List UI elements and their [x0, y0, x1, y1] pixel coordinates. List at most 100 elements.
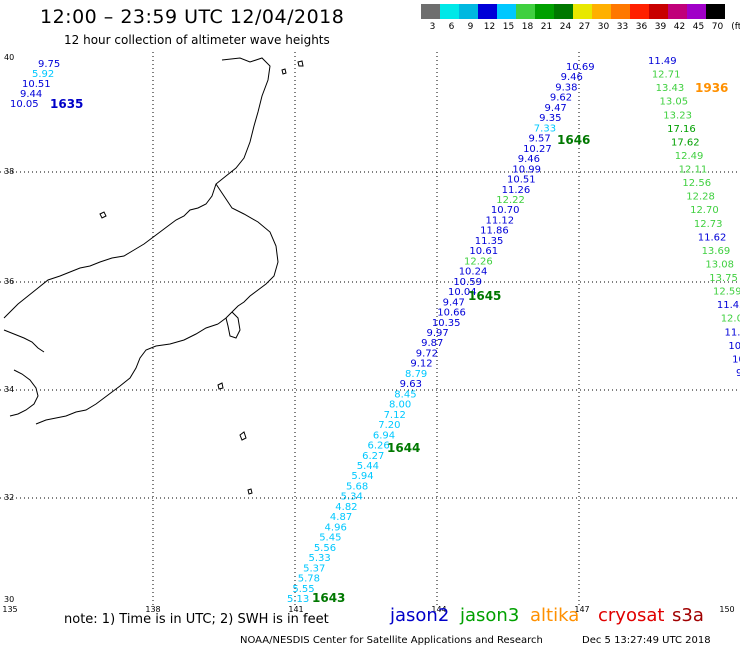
scale-label: 45	[692, 22, 705, 32]
latitude-label: 32	[4, 493, 14, 502]
credit-line: NOAA/NESDIS Center for Satellite Applica…	[240, 635, 543, 646]
shikoku-coast	[9, 369, 39, 417]
wave-height-value: 7.20	[378, 420, 400, 431]
wave-height-value: 9.97	[427, 328, 449, 339]
wave-height-value: 11.86	[480, 226, 509, 237]
latitude-label: 30	[4, 595, 14, 604]
wave-height-value: 11.35	[475, 236, 504, 247]
kii-coast	[35, 323, 219, 425]
scale-unit: (ft)	[731, 22, 740, 32]
longitude-label: 150	[719, 605, 734, 614]
wave-height-value: 11.26	[502, 185, 531, 196]
wave-height-value: 5.34	[341, 492, 363, 503]
wave-height-value: 12.28	[686, 192, 715, 203]
wave-height-value: 13.23	[663, 110, 692, 121]
scale-label: 30	[597, 22, 610, 32]
wave-height-value: 12.70	[690, 205, 719, 216]
legend-item-jason3: jason3	[460, 605, 520, 626]
wave-height-value: 11.62	[698, 232, 727, 243]
latitude-label: 40	[4, 53, 14, 62]
latitude-label: 38	[4, 167, 14, 176]
wave-height-value: 10.70	[491, 205, 520, 216]
wave-height-value: 9.47	[443, 297, 465, 308]
wave-height-value: 9.38	[555, 82, 577, 93]
scale-label: 33	[616, 22, 629, 32]
wave-height-value: 10.51	[507, 175, 536, 186]
wave-height-value: 9.47	[545, 103, 567, 114]
wave-height-value: 6.27	[362, 451, 384, 462]
wave-height-value: 10.51	[22, 79, 51, 90]
islet-3	[217, 382, 224, 390]
scale-swatch	[573, 4, 592, 19]
pass-time-label: 1644	[387, 441, 420, 455]
wave-height-value: 9.44	[20, 89, 42, 100]
footer-note: note: 1) Time is in UTC; 2) SWH is in fe…	[64, 612, 329, 627]
wave-height-value: 5.92	[32, 69, 54, 80]
wave-height-value: 10.04	[448, 287, 477, 298]
wave-height-value: 17.16	[667, 124, 696, 135]
scale-swatch	[687, 4, 706, 19]
longitude-label: 138	[145, 605, 160, 614]
wave-height-value: 11.49	[648, 56, 677, 67]
honshu-coastline	[3, 57, 271, 319]
wave-height-value: 12.71	[652, 70, 681, 81]
wave-height-value: 10.69	[566, 62, 595, 73]
wave-height-value: 9.87	[421, 338, 443, 349]
scale-swatch	[459, 4, 478, 19]
scale-swatch	[478, 4, 497, 19]
wave-height-value: 10.	[728, 341, 740, 352]
scale-swatch	[516, 4, 535, 19]
wave-height-value: 10.99	[512, 164, 541, 175]
scale-label: 18	[521, 22, 534, 32]
wave-height-value: 11.45	[717, 300, 740, 311]
scale-label: 70	[711, 22, 724, 32]
scale-label: 27	[578, 22, 591, 32]
scale-swatch	[611, 4, 630, 19]
scale-swatch	[592, 4, 611, 19]
legend-item-s3a: s3a	[672, 605, 704, 626]
coastline	[3, 57, 304, 495]
scale-label: 15	[502, 22, 515, 32]
wave-height-value: 9.12	[410, 359, 432, 370]
latitude-label: 34	[4, 385, 14, 394]
wave-height-value: 5.33	[308, 553, 330, 564]
wave-height-value: 4.82	[335, 502, 357, 513]
scale-swatch	[630, 4, 649, 19]
scale-label: 39	[654, 22, 667, 32]
scale-label: 36	[635, 22, 648, 32]
wave-height-value: 9.57	[528, 134, 550, 145]
wave-height-value: 10.61	[469, 246, 498, 257]
longitude-label: 147	[574, 605, 589, 614]
wave-height-value: 10.27	[523, 144, 552, 155]
wave-height-value: 5.94	[351, 471, 373, 482]
map-subtitle: 12 hour collection of altimeter wave hei…	[64, 33, 330, 47]
wave-height-value: 12.26	[464, 256, 493, 267]
wave-height-value: 6.94	[373, 430, 395, 441]
scale-swatch	[440, 4, 459, 19]
legend-item-altika: altika	[530, 605, 580, 626]
longitude-label: 144	[431, 605, 446, 614]
islet-2	[239, 431, 247, 441]
wave-height-value: 5.55	[292, 584, 314, 595]
islet-4	[247, 488, 253, 495]
wave-height-value: 9	[736, 368, 740, 379]
wave-height-value: 13.69	[702, 246, 731, 257]
wave-height-value: 9.75	[38, 59, 60, 70]
wave-height-value: 9.35	[539, 113, 561, 124]
islet-6	[297, 60, 304, 67]
pass-time-label: 1646	[557, 133, 590, 147]
legend-item-jason2: jason2	[390, 605, 450, 626]
wave-height-value: 5.68	[346, 481, 368, 492]
inland-coast	[3, 329, 45, 353]
wave-height-value: 9.63	[400, 379, 422, 390]
wave-height-value: 9.62	[550, 93, 572, 104]
wave-height-value: 10	[732, 354, 740, 365]
scale-label: 3	[429, 22, 436, 32]
wave-height-value: 10.59	[453, 277, 482, 288]
wave-height-value: 12.56	[682, 178, 711, 189]
scale-swatch	[497, 4, 516, 19]
bay-area-coastline	[215, 183, 279, 325]
scale-swatch	[649, 4, 668, 19]
wave-height-value: 4.96	[325, 522, 347, 533]
